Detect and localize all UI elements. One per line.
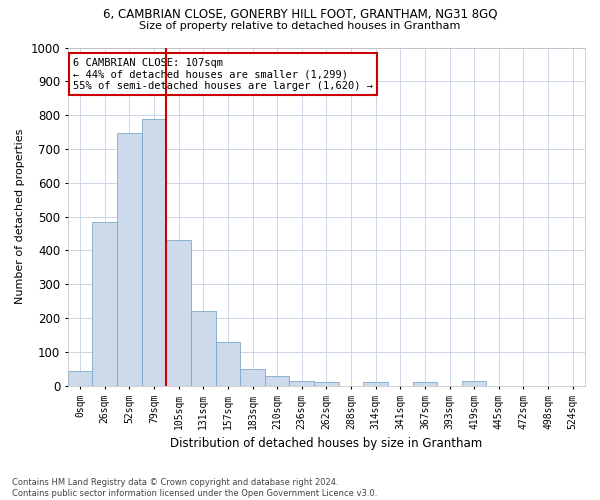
Bar	[117, 132, 142, 386]
Bar	[142, 118, 166, 386]
Text: Size of property relative to detached houses in Grantham: Size of property relative to detached ho…	[139, 21, 461, 31]
Bar	[191, 310, 215, 386]
Bar	[364, 382, 388, 386]
Bar	[265, 376, 289, 386]
Text: 6 CAMBRIAN CLOSE: 107sqm
← 44% of detached houses are smaller (1,299)
55% of sem: 6 CAMBRIAN CLOSE: 107sqm ← 44% of detach…	[73, 58, 373, 91]
Y-axis label: Number of detached properties: Number of detached properties	[15, 129, 25, 304]
Bar	[215, 342, 240, 386]
X-axis label: Distribution of detached houses by size in Grantham: Distribution of detached houses by size …	[170, 437, 482, 450]
Bar	[413, 382, 437, 386]
Bar	[166, 240, 191, 386]
Text: Contains HM Land Registry data © Crown copyright and database right 2024.
Contai: Contains HM Land Registry data © Crown c…	[12, 478, 377, 498]
Bar	[314, 382, 339, 386]
Text: 6, CAMBRIAN CLOSE, GONERBY HILL FOOT, GRANTHAM, NG31 8GQ: 6, CAMBRIAN CLOSE, GONERBY HILL FOOT, GR…	[103, 8, 497, 20]
Bar	[462, 382, 487, 386]
Bar	[289, 382, 314, 386]
Bar	[240, 369, 265, 386]
Bar	[68, 370, 92, 386]
Bar	[92, 222, 117, 386]
